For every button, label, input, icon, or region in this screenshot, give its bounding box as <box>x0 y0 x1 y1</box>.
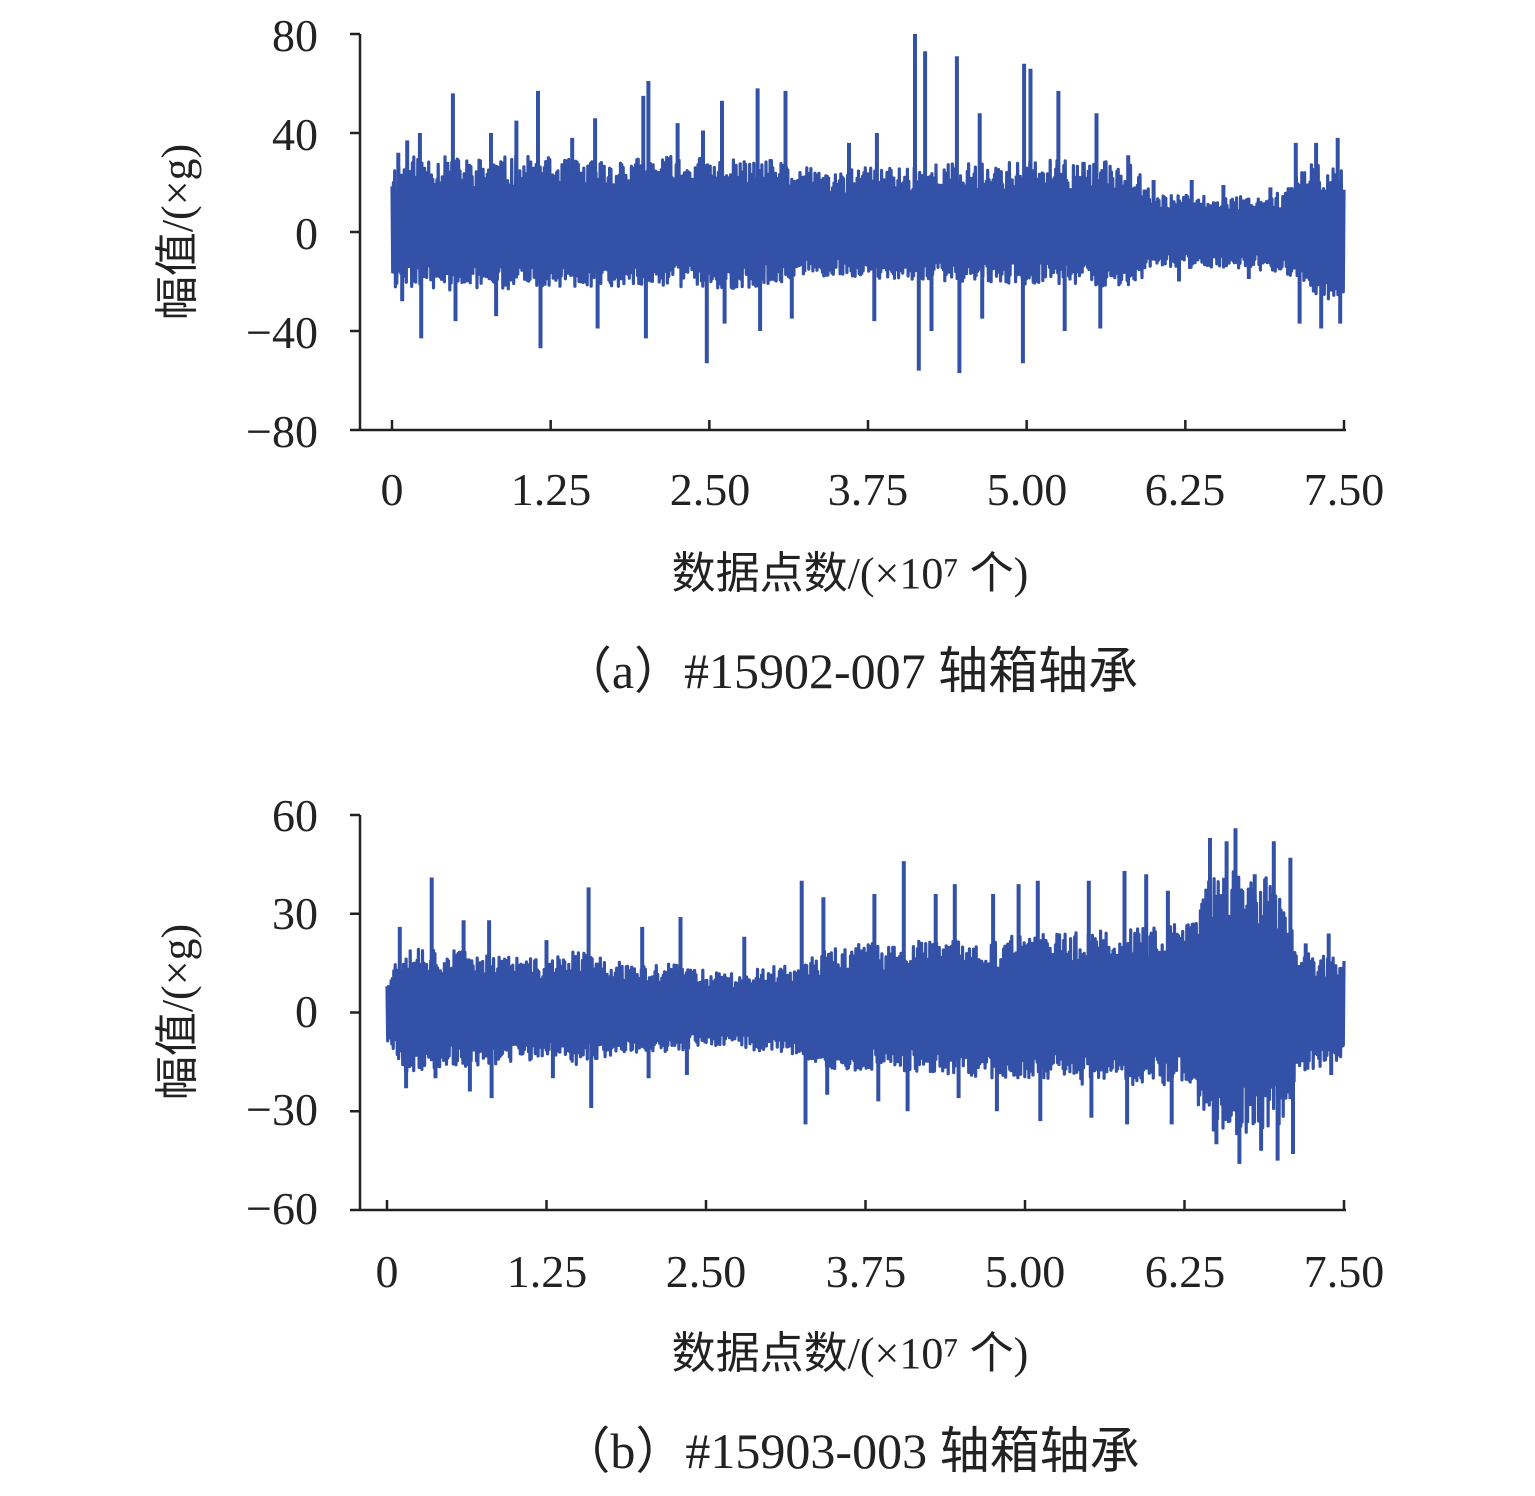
x-tick-label: 0 <box>381 464 404 515</box>
chart-b-x-axis-label: 数据点数/(×10⁷ 个) <box>672 1329 1029 1378</box>
chart-a-x-tick-labels: 0 1.25 2.50 3.75 5.00 6.25 7.50 <box>381 464 1385 515</box>
y-tick-label: 40 <box>272 109 318 160</box>
chart-a: 80 40 0 −40 −80 0 1.25 2.50 3.75 5.00 6.… <box>153 10 1384 699</box>
x-tick-label: 7.50 <box>1304 464 1385 515</box>
chart-b-caption: （b）#15903-003 轴箱轴承 <box>560 1423 1139 1479</box>
x-tick-label: 5.00 <box>985 1246 1066 1297</box>
chart-b-x-tick-labels: 0 1.25 2.50 3.75 5.00 6.25 7.50 <box>376 1246 1385 1297</box>
chart-b-plot <box>385 828 1346 1164</box>
x-tick-label: 1.25 <box>511 464 592 515</box>
x-tick-label: 7.50 <box>1304 1246 1385 1297</box>
chart-b-axes <box>350 813 1346 1212</box>
chart-b-y-axis-label: 幅值/(×g) <box>153 924 202 1100</box>
chart-a-x-axis-label: 数据点数/(×10⁷ 个) <box>672 549 1029 598</box>
chart-b-y-tick-labels: 60 30 0 −30 −60 <box>246 790 318 1234</box>
x-tick-label: 3.75 <box>826 1246 907 1297</box>
y-tick-label: −30 <box>246 1084 318 1135</box>
chart-a-plot <box>390 34 1346 374</box>
chart-a-y-tick-labels: 80 40 0 −40 −80 <box>246 10 318 457</box>
x-tick-label: 1.25 <box>507 1246 588 1297</box>
y-tick-label: 0 <box>295 208 318 259</box>
chart-a-caption: （a）#15902-007 轴箱轴承 <box>562 643 1138 699</box>
y-tick-label: 80 <box>272 10 318 61</box>
y-tick-label: −60 <box>246 1183 318 1234</box>
x-tick-label: 6.25 <box>1145 464 1226 515</box>
signal-core <box>392 182 1344 275</box>
y-tick-label: 0 <box>295 986 318 1037</box>
x-tick-label: 2.50 <box>666 1246 747 1297</box>
x-tick-label: 0 <box>376 1246 399 1297</box>
y-tick-label: −40 <box>246 307 318 358</box>
x-tick-label: 6.25 <box>1145 1246 1226 1297</box>
chart-a-y-axis-label: 幅值/(×g) <box>153 144 202 320</box>
x-tick-label: 2.50 <box>670 464 751 515</box>
y-tick-label: 30 <box>272 888 318 939</box>
signal-core <box>387 924 1344 1091</box>
y-tick-label: 60 <box>272 790 318 841</box>
chart-b: 60 30 0 −30 −60 0 1.25 2.50 3.75 5.00 6.… <box>153 790 1384 1479</box>
y-tick-label: −80 <box>246 406 318 457</box>
x-tick-label: 5.00 <box>987 464 1068 515</box>
chart-a-axes <box>350 32 1346 432</box>
x-tick-label: 3.75 <box>828 464 909 515</box>
